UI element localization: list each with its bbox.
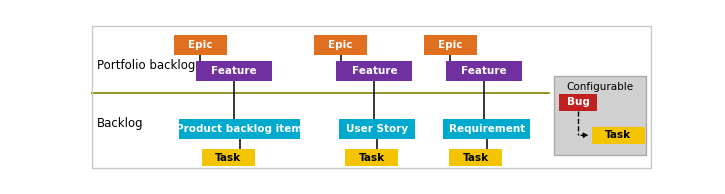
- FancyBboxPatch shape: [449, 149, 502, 166]
- FancyBboxPatch shape: [339, 119, 415, 139]
- FancyBboxPatch shape: [443, 119, 530, 139]
- Text: Feature: Feature: [211, 66, 257, 76]
- Text: Task: Task: [215, 153, 241, 163]
- Text: Task: Task: [358, 153, 385, 163]
- FancyBboxPatch shape: [336, 61, 413, 81]
- FancyBboxPatch shape: [179, 119, 300, 139]
- Text: Portfolio backlog: Portfolio backlog: [97, 59, 196, 72]
- Text: Feature: Feature: [352, 66, 397, 76]
- FancyBboxPatch shape: [554, 76, 646, 155]
- FancyBboxPatch shape: [196, 61, 272, 81]
- Text: Task: Task: [605, 130, 631, 140]
- Text: Epic: Epic: [188, 40, 212, 50]
- FancyBboxPatch shape: [592, 127, 645, 144]
- Text: Product backlog item: Product backlog item: [176, 124, 302, 134]
- Text: Epic: Epic: [438, 40, 463, 50]
- FancyBboxPatch shape: [173, 35, 227, 55]
- Text: Requirement: Requirement: [449, 124, 525, 134]
- FancyBboxPatch shape: [345, 149, 398, 166]
- Text: Backlog: Backlog: [97, 117, 144, 130]
- Text: User Story: User Story: [346, 124, 408, 134]
- Text: Bug: Bug: [567, 97, 589, 107]
- FancyBboxPatch shape: [423, 35, 477, 55]
- FancyBboxPatch shape: [314, 35, 368, 55]
- Text: Task: Task: [463, 153, 489, 163]
- FancyBboxPatch shape: [202, 149, 255, 166]
- Text: Configurable: Configurable: [566, 81, 634, 92]
- FancyBboxPatch shape: [559, 94, 597, 111]
- Text: Feature: Feature: [461, 66, 507, 76]
- FancyBboxPatch shape: [446, 61, 522, 81]
- Text: Epic: Epic: [328, 40, 353, 50]
